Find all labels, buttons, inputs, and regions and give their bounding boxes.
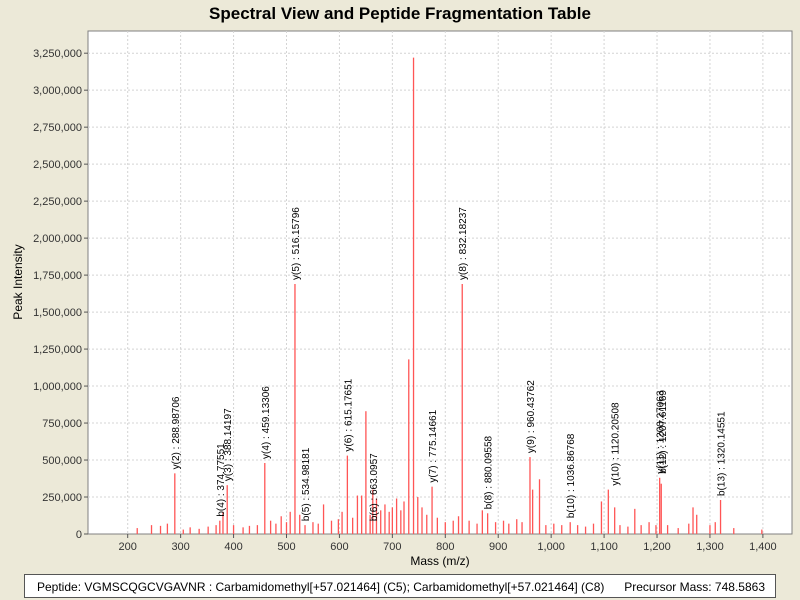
y-tick-label: 2,750,000	[33, 122, 82, 134]
x-tick-label: 1,100	[590, 541, 618, 553]
peak-annotation-label: y(3) : 388.14197	[223, 408, 234, 481]
grid-lines	[88, 31, 792, 534]
plot-area	[87, 30, 793, 535]
peak-annotation-label: y(5) : 516.15796	[291, 207, 302, 280]
y-tick-label: 2,500,000	[33, 159, 82, 171]
y-tick-label: 250,000	[42, 492, 82, 504]
y-tick-label: 750,000	[42, 418, 82, 430]
peak-annotation-label: b(8) : 880.09558	[484, 435, 495, 509]
y-tick-label: 1,250,000	[33, 344, 82, 356]
x-tick-label: 300	[171, 541, 189, 553]
peak-annotation-label: y(8) : 832.18237	[458, 207, 469, 280]
x-axis-label: Mass (m/z)	[410, 554, 469, 568]
y-tick-label: 1,000,000	[33, 381, 82, 393]
peak-annotation-label: b(10) : 1036.86768	[566, 433, 577, 518]
y-tick-label: 3,000,000	[33, 85, 82, 97]
y-tick-label: 1,500,000	[33, 307, 82, 319]
x-tick-label: 400	[224, 541, 242, 553]
x-axis: 200 300 400 500 600 700 800 900 1,000 1,100 1,200 1…	[119, 534, 777, 553]
peak-annotation-label: b(13) : 1320.14551	[717, 411, 728, 496]
peak-annotation-label: y(10) : 1120.20508	[611, 402, 622, 486]
spectrum-chart: 0 250,000 500,000 750,000 1,000,000 1,250,000…	[11, 30, 793, 568]
peaks	[136, 57, 763, 534]
x-tick-label: 1,300	[696, 541, 724, 553]
peak-annotation-label: b(5) : 534.98181	[301, 447, 312, 521]
y-tick-label: 0	[76, 529, 82, 541]
x-tick-label: 1,000	[537, 541, 565, 553]
x-tick-label: 1,400	[749, 541, 777, 553]
peak-annotation-label: y(2) : 288.98706	[171, 396, 182, 469]
y-tick-label: 2,250,000	[33, 196, 82, 208]
peptide-sequence: Peptide: VGMSCQGCVGAVNR : Carbamidomethy…	[37, 580, 605, 594]
x-tick-label: 900	[489, 541, 507, 553]
peak-annotation-label: y(9) : 960.43762	[526, 380, 537, 453]
y-axis: 0 250,000 500,000 750,000 1,000,000 1,250,000…	[33, 48, 88, 541]
y-tick-label: 1,750,000	[33, 270, 82, 282]
x-tick-label: 1,200	[643, 541, 671, 553]
peptide-info-box: Peptide: VGMSCQGCVGAVNR : Carbamidomethy…	[24, 574, 776, 598]
x-tick-label: 200	[119, 541, 137, 553]
peak-annotation-label: b(12) : 1207.61169	[658, 390, 669, 474]
y-tick-label: 3,250,000	[33, 48, 82, 60]
x-tick-label: 500	[277, 541, 295, 553]
peak-annotation-label: b(6) : 663.0957	[369, 453, 380, 521]
peak-annotation-label: y(7) : 775.14661	[428, 409, 439, 482]
peak-annotation-label: y(11) : 1200.27063	[656, 390, 667, 474]
precursor-mass: Precursor Mass: 748.5863	[624, 580, 765, 594]
x-tick-label: 800	[436, 541, 454, 553]
x-tick-label: 700	[383, 541, 401, 553]
x-tick-label: 600	[330, 541, 348, 553]
peak-annotation-label: y(4) : 459.13306	[261, 386, 272, 459]
chart-title: Spectral View and Peptide Fragmentation …	[209, 4, 591, 23]
peak-annotation-label: y(6) : 615.17651	[343, 378, 354, 451]
y-tick-label: 2,000,000	[33, 233, 82, 245]
y-axis-label: Peak Intensity	[11, 244, 25, 319]
y-tick-label: 500,000	[42, 455, 82, 467]
peak-annotation-label: b(4) : 374.77551	[216, 443, 227, 517]
